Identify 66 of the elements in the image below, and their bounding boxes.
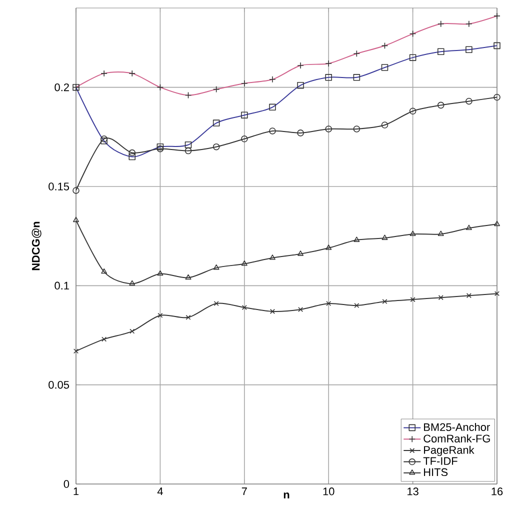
point <box>212 143 220 150</box>
x-tick-label: 4 <box>157 488 163 496</box>
point <box>466 293 472 298</box>
y-axis-title: NDCG@n <box>32 222 42 270</box>
point <box>354 236 360 242</box>
point <box>437 102 444 109</box>
point <box>241 136 248 142</box>
point <box>214 301 219 306</box>
point <box>381 122 388 128</box>
point <box>354 302 360 308</box>
point <box>410 297 416 302</box>
point <box>438 230 444 236</box>
point <box>269 128 276 134</box>
y-tick-label: 0 <box>64 480 70 488</box>
point <box>72 187 80 194</box>
point <box>494 220 500 226</box>
point <box>466 98 472 105</box>
point <box>242 304 247 310</box>
point <box>129 280 136 286</box>
legend-label: HITS <box>424 468 448 476</box>
point <box>382 234 388 240</box>
point <box>156 145 164 152</box>
point <box>185 274 192 280</box>
y-tick-label: 0.2 <box>54 83 69 92</box>
point <box>325 126 332 132</box>
legend-label: ComRank-FG <box>424 434 490 442</box>
point <box>157 270 164 276</box>
point <box>241 260 248 266</box>
point <box>73 216 79 222</box>
point <box>382 299 388 304</box>
point <box>494 291 500 296</box>
point <box>466 224 472 230</box>
legend-label: TF-IDF <box>423 457 458 465</box>
point <box>269 254 276 260</box>
point <box>73 348 79 354</box>
x-tick-label: 16 <box>492 488 503 496</box>
point <box>186 314 191 320</box>
point <box>326 301 332 306</box>
x-axis-title: n <box>284 492 290 498</box>
y-tick-label: 0.1 <box>54 282 69 290</box>
x-tick-label: 1 <box>74 488 79 496</box>
point <box>326 244 332 250</box>
point <box>410 230 416 236</box>
point <box>184 147 192 154</box>
point <box>494 94 500 101</box>
point <box>158 312 163 318</box>
point <box>213 264 220 270</box>
point <box>130 328 135 334</box>
point <box>409 108 416 115</box>
x-tick-label: 7 <box>242 488 247 496</box>
y-tick-label: 0.15 <box>48 182 70 190</box>
y-tick-label: 0.05 <box>48 380 70 389</box>
point <box>297 130 304 136</box>
point <box>128 149 136 156</box>
point <box>102 336 107 342</box>
point <box>100 136 108 142</box>
point <box>298 306 304 312</box>
point <box>353 126 360 132</box>
legend-label: BM25-Anchor <box>424 422 490 432</box>
point <box>298 250 304 256</box>
x-tick-label: 10 <box>323 488 334 496</box>
point <box>101 268 108 274</box>
legend-label: PageRank <box>424 446 474 456</box>
x-tick-label: 13 <box>408 488 418 496</box>
point <box>438 295 444 300</box>
point <box>270 308 275 314</box>
